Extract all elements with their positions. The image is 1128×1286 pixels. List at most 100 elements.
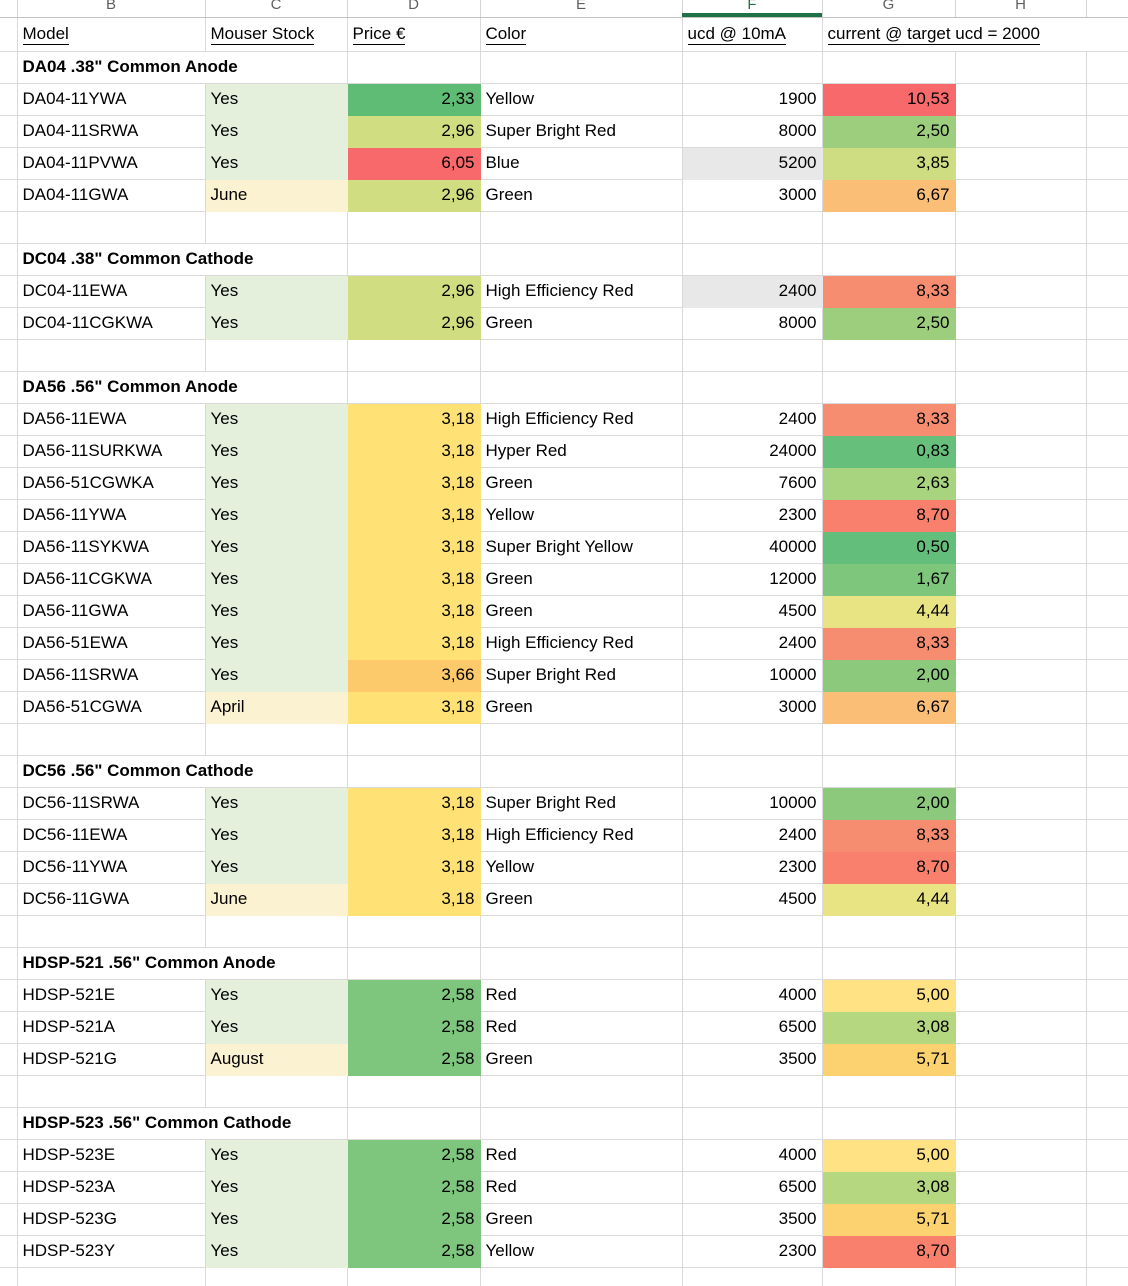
empty-cell[interactable] — [682, 51, 823, 84]
empty-cell[interactable] — [1086, 1043, 1128, 1076]
current-cell[interactable]: 4,44 — [822, 595, 956, 628]
empty-cell[interactable] — [480, 1267, 683, 1286]
empty-cell[interactable] — [955, 467, 1087, 500]
current-cell[interactable]: 0,50 — [822, 531, 956, 564]
ucd-cell[interactable]: 6500 — [682, 1171, 823, 1204]
model-cell[interactable]: DA56-51CGWKA — [17, 467, 206, 500]
color-cell[interactable]: Yellow — [480, 1235, 683, 1268]
empty-cell[interactable] — [1086, 1203, 1128, 1236]
color-cell[interactable]: High Efficiency Red — [480, 275, 683, 308]
column-letter-F[interactable]: F — [747, 0, 757, 13]
current-cell[interactable]: 3,08 — [822, 1171, 956, 1204]
model-cell[interactable]: DA56-11CGKWA — [17, 563, 206, 596]
empty-cell[interactable] — [682, 1075, 823, 1108]
color-cell[interactable]: Green — [480, 307, 683, 340]
empty-cell[interactable] — [0, 723, 18, 756]
column-letter-D[interactable]: D — [408, 0, 419, 13]
empty-cell[interactable] — [822, 371, 956, 404]
current-cell[interactable]: 3,08 — [822, 1011, 956, 1044]
empty-cell[interactable] — [0, 211, 18, 244]
price-cell[interactable]: 3,18 — [347, 787, 481, 820]
ucd-cell[interactable]: 3500 — [682, 1203, 823, 1236]
empty-cell[interactable] — [822, 1107, 956, 1140]
empty-cell[interactable] — [1086, 883, 1128, 916]
color-cell[interactable]: Green — [480, 883, 683, 916]
empty-cell[interactable] — [0, 51, 18, 84]
empty-cell[interactable] — [0, 83, 18, 116]
ucd-cell[interactable]: 12000 — [682, 563, 823, 596]
empty-cell[interactable] — [347, 755, 481, 788]
empty-cell[interactable] — [480, 947, 683, 980]
price-cell[interactable]: 2,96 — [347, 275, 481, 308]
color-cell[interactable]: Super Bright Red — [480, 115, 683, 148]
ucd-cell[interactable]: 4000 — [682, 979, 823, 1012]
empty-cell[interactable] — [1086, 915, 1128, 948]
empty-cell[interactable] — [955, 499, 1087, 532]
empty-cell[interactable] — [955, 883, 1087, 916]
ucd-cell[interactable]: 2400 — [682, 403, 823, 436]
empty-cell[interactable] — [0, 371, 18, 404]
current-cell[interactable]: 8,70 — [822, 851, 956, 884]
empty-cell[interactable] — [682, 339, 823, 372]
empty-cell[interactable] — [0, 851, 18, 884]
empty-cell[interactable] — [480, 915, 683, 948]
empty-cell[interactable] — [955, 403, 1087, 436]
empty-cell[interactable] — [0, 819, 18, 852]
model-cell[interactable]: DA56-11SRWA — [17, 659, 206, 692]
current-cell[interactable]: 8,70 — [822, 499, 956, 532]
stock-cell[interactable]: Yes — [205, 147, 348, 180]
empty-cell[interactable] — [0, 1043, 18, 1076]
empty-cell[interactable] — [0, 1011, 18, 1044]
empty-cell[interactable] — [955, 307, 1087, 340]
empty-cell[interactable] — [0, 883, 18, 916]
empty-cell[interactable] — [0, 1171, 18, 1204]
stock-cell[interactable]: Yes — [205, 1139, 348, 1172]
color-cell[interactable]: Green — [480, 179, 683, 212]
price-cell[interactable]: 3,18 — [347, 883, 481, 916]
ucd-cell[interactable]: 8000 — [682, 307, 823, 340]
color-cell[interactable]: High Efficiency Red — [480, 627, 683, 660]
price-cell[interactable]: 2,58 — [347, 1139, 481, 1172]
empty-cell[interactable] — [0, 339, 18, 372]
empty-cell[interactable] — [955, 1011, 1087, 1044]
empty-cell[interactable] — [347, 1107, 481, 1140]
empty-cell[interactable] — [480, 51, 683, 84]
empty-cell[interactable] — [682, 723, 823, 756]
empty-cell[interactable] — [0, 179, 18, 212]
current-cell[interactable]: 8,70 — [822, 1235, 956, 1268]
stock-cell[interactable]: Yes — [205, 1011, 348, 1044]
empty-cell[interactable] — [205, 915, 348, 948]
ucd-cell[interactable]: 7600 — [682, 467, 823, 500]
stock-cell[interactable]: Yes — [205, 83, 348, 116]
color-cell[interactable]: Red — [480, 979, 683, 1012]
ucd-cell[interactable]: 2300 — [682, 1235, 823, 1268]
empty-cell[interactable] — [0, 403, 18, 436]
empty-cell[interactable] — [1086, 1171, 1128, 1204]
ucd-cell[interactable]: 3000 — [682, 691, 823, 724]
stock-cell[interactable]: Yes — [205, 435, 348, 468]
empty-cell[interactable] — [0, 531, 18, 564]
empty-cell[interactable] — [955, 915, 1087, 948]
empty-cell[interactable] — [1086, 1139, 1128, 1172]
current-cell[interactable]: 2,63 — [822, 467, 956, 500]
current-cell[interactable]: 5,00 — [822, 1139, 956, 1172]
empty-cell[interactable] — [0, 659, 18, 692]
color-cell[interactable]: Super Bright Yellow — [480, 531, 683, 564]
empty-cell[interactable] — [955, 1203, 1087, 1236]
model-cell[interactable]: DC56-11GWA — [17, 883, 206, 916]
empty-cell[interactable] — [955, 819, 1087, 852]
model-cell[interactable]: DA04-11PVWA — [17, 147, 206, 180]
empty-cell[interactable] — [0, 243, 18, 276]
empty-cell[interactable] — [822, 723, 956, 756]
ucd-cell[interactable]: 24000 — [682, 435, 823, 468]
header-cell-price[interactable]: Price € — [347, 18, 481, 52]
stock-cell[interactable]: Yes — [205, 659, 348, 692]
model-cell[interactable]: DC56-11YWA — [17, 851, 206, 884]
empty-cell[interactable] — [1086, 243, 1128, 276]
current-cell[interactable]: 0,83 — [822, 435, 956, 468]
empty-cell[interactable] — [1086, 595, 1128, 628]
empty-cell[interactable] — [17, 723, 206, 756]
stock-cell[interactable]: Yes — [205, 467, 348, 500]
empty-cell[interactable] — [0, 915, 18, 948]
stock-cell[interactable]: Yes — [205, 499, 348, 532]
